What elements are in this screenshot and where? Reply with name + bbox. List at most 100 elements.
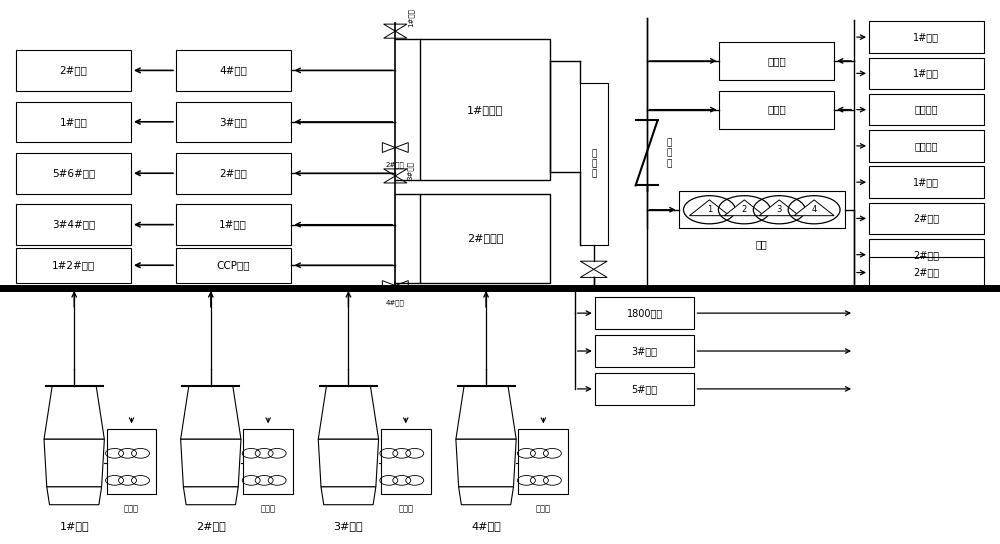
Text: 1#2#焦炉: 1#2#焦炉 [52,260,95,270]
Text: 4#高炉: 4#高炉 [471,521,501,531]
Text: 3#4#焦炉: 3#4#焦炉 [52,220,95,230]
Bar [869,203,984,234]
Bar [243,429,293,494]
Polygon shape [580,269,607,277]
Bar [16,205,131,245]
Bar [869,166,984,198]
Bar [107,429,156,494]
Polygon shape [689,200,729,215]
Text: 初轧厂: 初轧厂 [767,104,786,115]
Bar [16,102,131,142]
Text: 4#电厂: 4#电厂 [219,65,247,76]
Polygon shape [384,169,407,176]
Bar [719,91,834,128]
Polygon shape [44,386,104,439]
Text: 2#某气柜: 2#某气柜 [467,233,503,243]
Polygon shape [181,386,241,439]
Text: 5#冷轧: 5#冷轧 [632,384,658,394]
Text: 4#阀门: 4#阀门 [386,299,405,306]
Polygon shape [382,281,395,290]
Text: 热风炉: 热风炉 [261,505,276,514]
Text: 除尘: 除尘 [756,239,768,249]
Polygon shape [183,487,238,505]
Bar [420,39,550,180]
Text: 2#化产: 2#化产 [60,65,88,76]
Bar [869,58,984,89]
Text: 低压锅炉: 低压锅炉 [915,141,938,151]
Bar [381,429,431,494]
Text: 1: 1 [707,205,712,214]
Polygon shape [395,281,408,290]
Bar [869,257,984,288]
Polygon shape [318,439,379,487]
Bar [176,205,291,245]
Text: 1#某气柜: 1#某气柜 [467,104,503,115]
Bar [176,102,291,142]
Bar [679,191,845,228]
Text: 1#阀门: 1#阀门 [407,8,414,27]
Bar [869,94,984,125]
Bar [580,83,608,245]
Polygon shape [384,31,407,38]
Text: CCP电厂: CCP电厂 [216,260,250,270]
Text: 2#合成: 2#合成 [913,213,939,224]
Text: 2#电厂: 2#电厂 [219,168,247,178]
Text: 3#阀门: 3#阀门 [407,161,414,180]
Polygon shape [44,439,104,487]
Text: 3#热轧: 3#热轧 [632,346,658,356]
Polygon shape [759,200,799,215]
Polygon shape [459,487,513,505]
Text: 热风炉: 热风炉 [124,505,139,514]
Text: 2#冷轧: 2#冷轧 [913,250,939,259]
Bar [595,298,694,329]
Text: 放
散
塔: 放 散 塔 [591,149,596,178]
Bar [176,248,291,283]
Polygon shape [794,200,834,215]
Text: 加
压
站: 加 压 站 [667,138,672,168]
Bar [16,153,131,194]
Bar [719,42,834,80]
Polygon shape [456,386,516,439]
Polygon shape [384,176,407,183]
Text: 2#高炉: 2#高炉 [196,521,226,531]
Bar [16,248,131,283]
Text: 热风炉: 热风炉 [398,505,413,514]
Bar [518,429,568,494]
Polygon shape [724,200,764,215]
Bar [595,335,694,367]
Text: 热风炉: 热风炉 [536,505,551,514]
Polygon shape [47,487,102,505]
Bar [595,373,694,405]
Polygon shape [395,143,408,152]
Text: 4: 4 [811,205,817,214]
Polygon shape [318,386,379,439]
Polygon shape [382,143,395,152]
Polygon shape [181,439,241,487]
Bar [420,194,550,283]
Polygon shape [580,261,607,269]
Bar [869,21,984,53]
Text: 5#6#焦炉: 5#6#焦炉 [52,168,95,178]
Text: 2#阀门: 2#阀门 [386,161,405,168]
Text: 2#热轧: 2#热轧 [913,268,939,277]
Text: 1800冷轧: 1800冷轧 [626,308,663,318]
Text: 2: 2 [742,205,747,214]
Bar [869,130,984,162]
Text: 3: 3 [777,205,782,214]
Text: 3#电厂: 3#电厂 [219,117,247,127]
Polygon shape [384,24,407,31]
Bar [176,153,291,194]
Text: 1#电厂: 1#电厂 [219,220,247,230]
Text: 鈢管厂: 鈢管厂 [767,56,786,66]
Polygon shape [456,439,516,487]
Text: 1#合成: 1#合成 [913,177,939,187]
Polygon shape [321,487,376,505]
Text: 1#化产: 1#化产 [60,117,88,127]
Text: 1#冷轧: 1#冷轧 [913,32,939,42]
Bar [16,50,131,91]
Text: 3#高炉: 3#高炉 [334,521,363,531]
Bar [869,239,984,270]
Bar [176,50,291,91]
Text: 热电单元: 热电单元 [915,104,938,115]
Text: 1#热轧: 1#热轧 [913,69,939,78]
